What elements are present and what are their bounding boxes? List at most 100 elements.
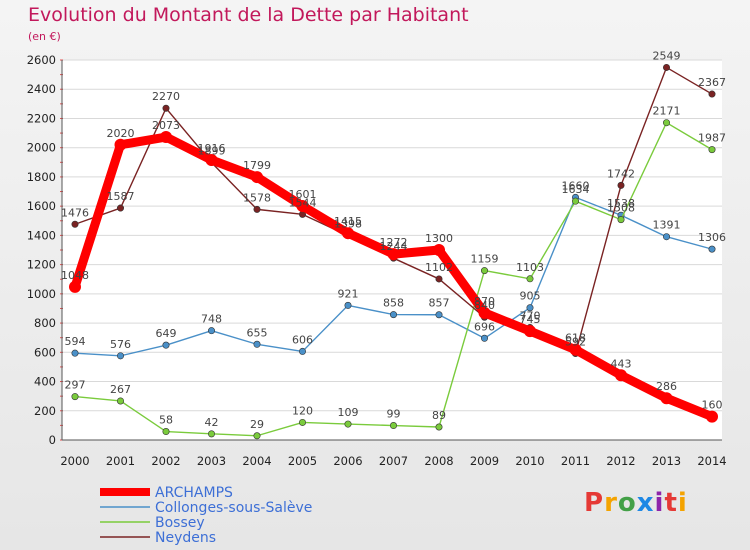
point-neydens	[435, 275, 443, 283]
point-collonges-sous-sal-ve	[117, 352, 125, 360]
axes: 0 200 400 600 800 1000 1200 1400 1600 1800 2000 220…	[27, 53, 727, 468]
x-tick-label: 2000	[60, 454, 89, 468]
y-tick-label: 1400	[27, 228, 56, 242]
point-neydens	[162, 104, 170, 112]
point-archamps	[615, 369, 627, 382]
point-archamps	[706, 410, 718, 423]
point-collonges-sous-sal-ve	[389, 311, 397, 319]
data-label-bossey: 89	[432, 409, 446, 422]
data-label-neydens: 1899	[198, 144, 226, 157]
data-label-collonges-sous-sal-ve: 696	[474, 320, 495, 333]
proxiti-logo: Proxiti	[584, 488, 688, 518]
data-label-bossey: 267	[110, 383, 131, 396]
point-bossey	[208, 430, 216, 438]
x-tick-label: 2007	[379, 454, 408, 468]
data-label-collonges-sous-sal-ve: 606	[292, 333, 313, 346]
y-tick-label: 600	[34, 345, 56, 359]
data-label-archamps: 1415	[334, 215, 362, 228]
y-tick-label: 200	[34, 404, 56, 418]
data-label-bossey: 29	[250, 418, 264, 431]
data-label-bossey: 120	[292, 404, 313, 417]
data-label-bossey: 42	[205, 416, 219, 429]
grid	[62, 59, 722, 441]
point-bossey	[435, 423, 443, 431]
chart-unit: (en €)	[28, 30, 61, 43]
point-bossey	[162, 428, 170, 436]
data-label-bossey: 2171	[653, 105, 681, 118]
data-label-archamps: 1601	[289, 188, 317, 201]
data-label-bossey: 109	[338, 406, 359, 419]
point-bossey	[389, 422, 397, 430]
x-tick-label: 2011	[561, 454, 590, 468]
logo-letter: r	[604, 488, 618, 518]
data-label-neydens: 1587	[107, 190, 135, 203]
data-label-collonges-sous-sal-ve: 576	[110, 338, 131, 351]
y-tick-label: 400	[34, 375, 56, 389]
point-bossey	[480, 267, 488, 275]
data-label-neydens: 1544	[289, 196, 317, 209]
x-tick-label: 2004	[242, 454, 271, 468]
data-label-collonges-sous-sal-ve: 1306	[698, 231, 726, 244]
data-label-bossey: 1103	[516, 261, 544, 274]
point-bossey	[253, 432, 261, 440]
x-tick-label: 2002	[151, 454, 180, 468]
point-archamps	[205, 153, 218, 166]
data-label-archamps: 443	[611, 357, 632, 370]
y-tick-label: 2600	[27, 53, 56, 67]
x-tick-label: 2012	[606, 454, 635, 468]
data-label-archamps: 1916	[198, 142, 226, 155]
data-label-bossey: 1159	[471, 253, 499, 266]
data-label-neydens: 1102	[425, 261, 453, 274]
data-label-bossey: 1634	[562, 183, 590, 196]
data-label-collonges-sous-sal-ve: 857	[429, 297, 450, 310]
x-tick-label: 2005	[288, 454, 317, 468]
data-label-archamps: 618	[565, 332, 586, 345]
point-bossey	[526, 275, 534, 283]
data-label-neydens: 1578	[243, 191, 271, 204]
point-neydens	[708, 90, 716, 98]
data-label-collonges-sous-sal-ve: 1660	[562, 179, 590, 192]
data-label-archamps: 1300	[425, 232, 453, 245]
y-tick-label: 0	[49, 433, 56, 447]
data-label-bossey: 297	[65, 379, 86, 392]
x-tick-label: 2009	[470, 454, 499, 468]
data-label-neydens: 1398	[334, 218, 362, 231]
y-tick-label: 1200	[27, 258, 56, 272]
data-label-archamps: 286	[656, 380, 677, 393]
point-neydens	[71, 220, 79, 228]
data-label-neydens: 1742	[607, 167, 635, 180]
data-label-neydens: 2367	[698, 76, 726, 89]
logo-letter: P	[584, 488, 605, 518]
point-neydens	[617, 181, 625, 189]
point-collonges-sous-sal-ve	[708, 245, 716, 253]
point-archamps	[387, 248, 400, 261]
data-label-collonges-sous-sal-ve: 905	[520, 290, 541, 303]
data-label-neydens: 1476	[61, 206, 89, 219]
point-archamps	[478, 306, 491, 319]
data-label-collonges-sous-sal-ve: 1391	[653, 219, 681, 232]
legend: ARCHAMPSCollonges-sous-SalèveBosseyNeyde…	[100, 485, 312, 546]
y-tick-label: 1800	[27, 170, 56, 184]
logo-letter: o	[617, 488, 637, 518]
data-label-archamps: 870	[474, 295, 495, 308]
legend-label-collonges-sous-sal-ve: Collonges-sous-Salève	[155, 500, 312, 516]
data-label-neydens: 2549	[653, 49, 681, 62]
y-tick-label: 2200	[27, 111, 56, 125]
point-archamps	[69, 280, 81, 293]
data-label-archamps: 745	[520, 313, 541, 326]
data-label-collonges-sous-sal-ve: 649	[156, 327, 177, 340]
point-archamps	[524, 325, 536, 338]
x-tick-label: 2010	[515, 454, 544, 468]
point-bossey	[708, 146, 716, 154]
data-label-collonges-sous-sal-ve: 1538	[607, 197, 635, 210]
point-archamps	[660, 392, 673, 405]
point-bossey	[117, 397, 125, 405]
x-tick-label: 2001	[106, 454, 135, 468]
chart-title: Evolution du Montant de la Dette par Hab…	[28, 4, 469, 26]
x-tick-label: 2006	[333, 454, 362, 468]
point-collonges-sous-sal-ve	[435, 311, 443, 319]
point-neydens	[117, 204, 125, 212]
x-tick-label: 2013	[652, 454, 681, 468]
